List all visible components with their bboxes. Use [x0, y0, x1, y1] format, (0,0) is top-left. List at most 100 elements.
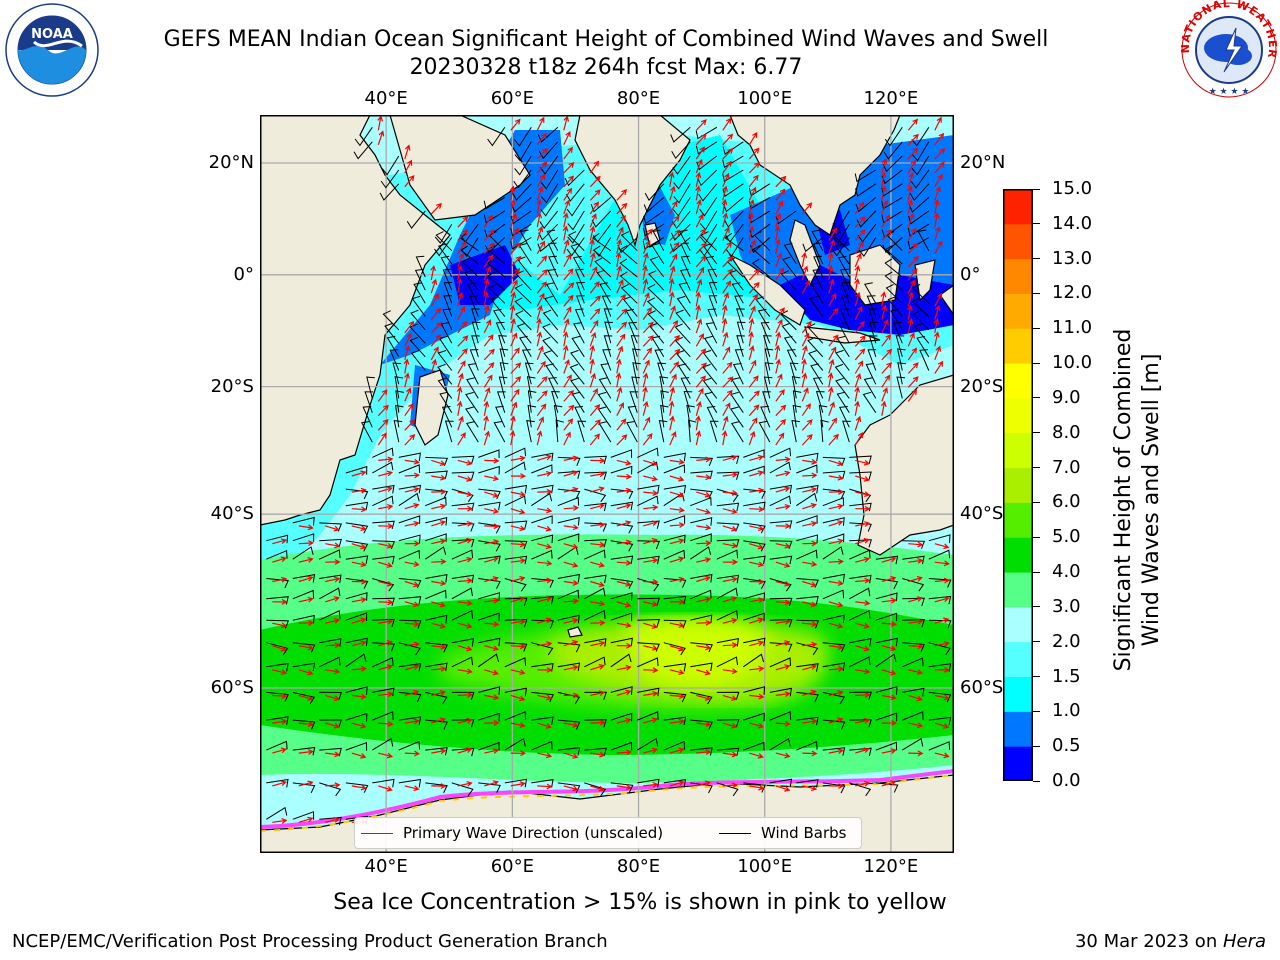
wind-barb [425, 691, 448, 705]
wind-barb [811, 229, 824, 251]
wind-barb [319, 656, 341, 668]
wave-arrow [695, 375, 706, 388]
wind-barb [584, 549, 606, 560]
wave-arrow [722, 508, 738, 514]
wind-barb [769, 619, 793, 628]
wave-arrow [643, 645, 659, 651]
wind-barb [504, 461, 526, 474]
wave-arrow [589, 319, 599, 334]
colorbar-segment [1003, 397, 1033, 434]
wind-barb [916, 335, 930, 358]
wave-arrow [855, 556, 870, 563]
wave-arrow [457, 505, 474, 512]
wave-arrow [775, 212, 782, 228]
wind-barb [557, 496, 580, 507]
wind-barb [557, 691, 581, 705]
wave-arrow [325, 817, 341, 823]
wave-arrow [722, 292, 730, 307]
wind-barb [663, 663, 687, 672]
wind-barb [345, 465, 368, 475]
wave-arrow [457, 600, 473, 606]
wave-arrow [457, 622, 473, 629]
wave-arrow [563, 318, 570, 334]
wave-arrow [801, 265, 809, 281]
wave-arrow [669, 669, 685, 675]
lat-tick-right: 60°S [960, 677, 1004, 699]
wave-arrow [827, 251, 834, 268]
wind-barb [838, 322, 850, 344]
wave-arrow [749, 693, 765, 700]
wave-arrow [457, 372, 464, 388]
wave-arrow [881, 669, 897, 676]
wave-arrow [509, 198, 516, 215]
wind-barb [451, 719, 475, 728]
wind-barb [398, 515, 421, 524]
wind-barb [627, 405, 638, 428]
wind-barb [557, 614, 580, 624]
wind-barb [345, 782, 369, 793]
wind-barb [513, 169, 532, 189]
wind-barb [832, 223, 850, 244]
wave-arrow [907, 198, 914, 215]
wave-arrow [483, 362, 495, 374]
wave-arrow [695, 278, 703, 294]
wave-arrow [378, 456, 394, 463]
wind-barb [617, 237, 638, 254]
wave-arrow [272, 669, 288, 675]
wave-arrow [483, 278, 490, 294]
wave-arrow [536, 198, 543, 215]
colorbar-tick-mark [1033, 745, 1040, 747]
wave-arrow [457, 691, 474, 698]
wave-arrow [748, 281, 760, 294]
wave-arrow [563, 486, 579, 493]
wave-arrow [748, 293, 759, 307]
wind-barb [345, 637, 368, 647]
wave-arrow [695, 430, 702, 446]
wave-arrow [642, 372, 649, 388]
wind-barb [832, 210, 850, 231]
wave-arrow [404, 486, 420, 493]
wave-arrow [510, 750, 527, 757]
colorbar-tick-mark [1033, 641, 1040, 643]
wave-arrow [404, 472, 421, 479]
wind-barb [680, 242, 691, 265]
wind-barb [575, 295, 585, 317]
wind-barb [822, 662, 846, 671]
wave-arrow [828, 474, 844, 481]
wave-arrow [828, 644, 844, 650]
wave-arrow [722, 576, 738, 583]
legend-red-line [361, 833, 393, 834]
wave-arrow [881, 214, 891, 228]
wind-barb [584, 782, 607, 797]
wave-arrow [272, 693, 288, 700]
wind-barb [547, 268, 559, 291]
wind-barb [443, 295, 453, 317]
lon-tick-bottom: 40°E [364, 856, 408, 877]
wave-arrow [510, 118, 521, 131]
wind-barb [822, 497, 845, 507]
wave-arrow [775, 523, 792, 529]
wave-arrow [510, 401, 518, 416]
wave-arrow [510, 376, 522, 388]
wave-arrow [404, 320, 415, 334]
lat-tick-left: 20°S [210, 375, 254, 397]
wind-barb [592, 245, 612, 265]
wave-arrow [615, 372, 622, 388]
wind-barb [345, 653, 367, 668]
wind-barb [849, 502, 872, 512]
footer-date: 30 Mar 2023 on Hera [1075, 931, 1266, 952]
wave-arrow [749, 487, 765, 494]
wave-arrow [669, 373, 677, 388]
wave-arrow [563, 418, 574, 431]
wave-arrow [536, 376, 548, 388]
wave-arrow [696, 669, 711, 676]
wave-arrow [855, 668, 871, 675]
wind-barb [466, 421, 479, 443]
wave-arrow [589, 213, 597, 228]
wave-arrow [431, 558, 447, 565]
wave-arrow [669, 598, 686, 605]
wave-arrow [722, 617, 738, 624]
wave-arrow [827, 372, 834, 388]
wind-barb [637, 597, 660, 607]
wave-arrow [510, 618, 526, 625]
